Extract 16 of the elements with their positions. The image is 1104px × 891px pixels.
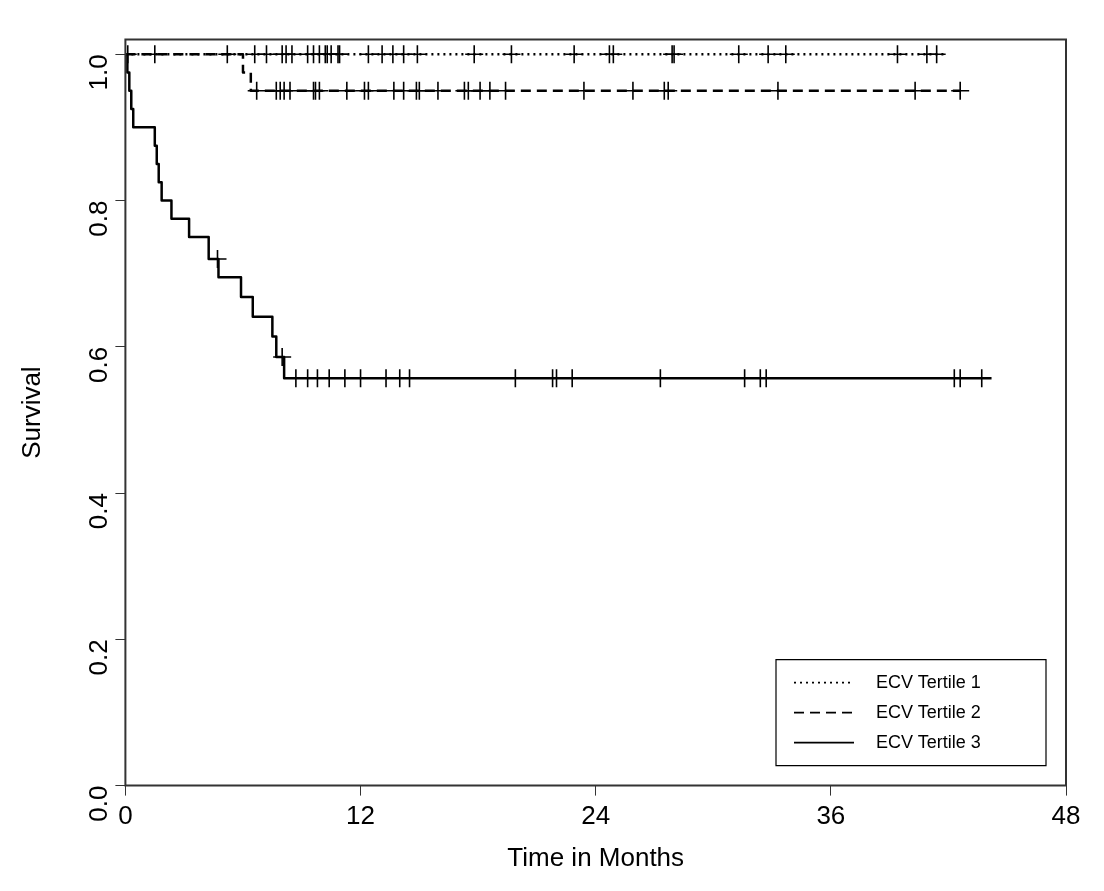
y-axis-title: Survival <box>15 366 46 459</box>
y-tick-label: 1.0 <box>82 54 113 91</box>
legend-label: ECV Tertile 3 <box>876 731 981 752</box>
legend-label: ECV Tertile 1 <box>876 671 981 692</box>
x-tick-label: 48 <box>1051 800 1081 831</box>
x-tick-label: 12 <box>346 800 376 831</box>
legend-label: ECV Tertile 2 <box>876 701 981 722</box>
y-tick-label: 0.2 <box>82 639 113 676</box>
y-tick-label: 0.8 <box>82 200 113 237</box>
y-tick-label: 0.0 <box>82 785 113 822</box>
y-tick-label: 0.4 <box>82 493 113 530</box>
x-tick-label: 36 <box>816 800 846 831</box>
x-tick-label: 0 <box>118 800 133 831</box>
y-tick-label: 0.6 <box>82 346 113 383</box>
x-tick-label: 24 <box>581 800 611 831</box>
x-axis-title: Time in Months <box>507 841 685 872</box>
